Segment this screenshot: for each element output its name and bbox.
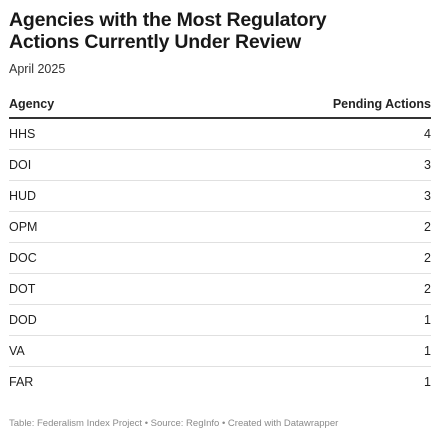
column-header-agency[interactable]: Agency bbox=[9, 91, 142, 119]
table-row: DOI 3 bbox=[9, 149, 431, 181]
cell-agency: DOD bbox=[9, 304, 142, 336]
table-row: FAR 1 bbox=[9, 367, 431, 398]
table-row: OPM 2 bbox=[9, 211, 431, 243]
table-row: VA 1 bbox=[9, 335, 431, 367]
cell-agency: OPM bbox=[9, 211, 142, 243]
cell-pending-actions: 2 bbox=[141, 242, 431, 274]
cell-pending-actions: 3 bbox=[141, 180, 431, 212]
table-row: DOT 2 bbox=[9, 273, 431, 305]
cell-agency: FAR bbox=[9, 375, 34, 389]
cell-agency: HHS bbox=[9, 118, 142, 150]
table-row: HUD 3 bbox=[9, 180, 431, 212]
data-table: Agency Pending Actions HHS 4 DOI 3 HUD 3 OPM 2 D… bbox=[9, 91, 431, 397]
cell-agency: DOC bbox=[9, 242, 142, 274]
cell-pending-actions: 2 bbox=[141, 273, 431, 305]
cell-pending-actions: 4 bbox=[141, 118, 431, 150]
table-body: HHS 4 DOI 3 HUD 3 OPM 2 DOC 2 DOT 2 DOD 1 VA 1 FAR 1 bbox=[9, 118, 431, 397]
cell-pending-actions: 2 bbox=[141, 211, 431, 243]
table-row: DOD 1 bbox=[9, 304, 431, 336]
cell-agency: DOT bbox=[9, 273, 142, 305]
column-header-pending-actions[interactable]: Pending Actions bbox=[141, 91, 431, 119]
cell-agency: HUD bbox=[9, 180, 142, 212]
cell-agency: DOI bbox=[9, 149, 142, 181]
cell-pending-actions: 3 bbox=[141, 149, 431, 181]
chart-footer: Table: Federalism Index Project • Source… bbox=[9, 418, 339, 429]
cell-agency: VA bbox=[9, 335, 142, 367]
cell-pending-actions: 1 bbox=[141, 335, 431, 367]
chart-subtitle: April 2025 bbox=[9, 62, 66, 76]
chart-title: Agencies with the Most Regulatory Action… bbox=[9, 9, 327, 53]
table-header-row: Agency Pending Actions bbox=[9, 91, 431, 119]
table-row: HHS 4 bbox=[9, 118, 431, 150]
cell-pending-actions: 1 bbox=[424, 375, 431, 389]
table-row: DOC 2 bbox=[9, 242, 431, 274]
cell-pending-actions: 1 bbox=[141, 304, 431, 336]
